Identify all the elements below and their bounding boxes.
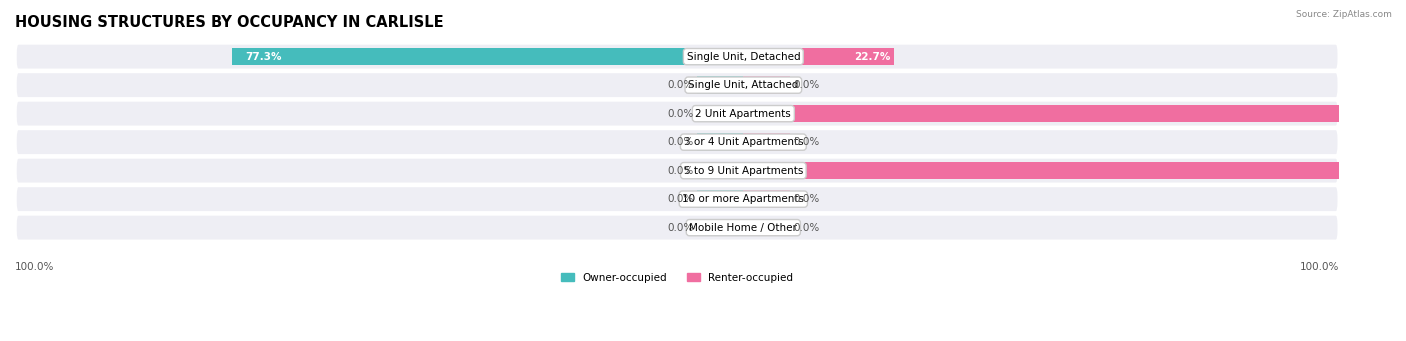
Bar bbox=[744, 162, 1406, 179]
Bar bbox=[744, 76, 790, 94]
Bar bbox=[697, 76, 744, 94]
Text: 0.0%: 0.0% bbox=[668, 80, 693, 90]
Text: Single Unit, Attached: Single Unit, Attached bbox=[688, 80, 799, 90]
FancyBboxPatch shape bbox=[15, 186, 1340, 213]
Bar bbox=[744, 190, 790, 208]
Text: 100.0%: 100.0% bbox=[1301, 262, 1340, 272]
Bar bbox=[697, 162, 744, 179]
Text: 22.7%: 22.7% bbox=[853, 51, 890, 62]
FancyBboxPatch shape bbox=[15, 129, 1340, 156]
Bar bbox=[697, 133, 744, 151]
Text: 0.0%: 0.0% bbox=[668, 137, 693, 147]
Text: 100.0%: 100.0% bbox=[15, 262, 55, 272]
Legend: Owner-occupied, Renter-occupied: Owner-occupied, Renter-occupied bbox=[557, 268, 797, 287]
Bar bbox=[744, 133, 790, 151]
Text: 0.0%: 0.0% bbox=[668, 194, 693, 204]
Text: Source: ZipAtlas.com: Source: ZipAtlas.com bbox=[1296, 10, 1392, 19]
Text: Mobile Home / Other: Mobile Home / Other bbox=[689, 223, 797, 233]
Text: 0.0%: 0.0% bbox=[793, 80, 820, 90]
Text: 0.0%: 0.0% bbox=[793, 137, 820, 147]
Bar bbox=[697, 190, 744, 208]
Text: 100.0%: 100.0% bbox=[1358, 166, 1402, 176]
Text: 0.0%: 0.0% bbox=[793, 194, 820, 204]
Text: 0.0%: 0.0% bbox=[668, 166, 693, 176]
Bar bbox=[744, 48, 894, 65]
Text: 0.0%: 0.0% bbox=[793, 223, 820, 233]
Text: 3 or 4 Unit Apartments: 3 or 4 Unit Apartments bbox=[683, 137, 803, 147]
Bar bbox=[744, 105, 1406, 122]
Text: 100.0%: 100.0% bbox=[1358, 109, 1402, 119]
Text: 2 Unit Apartments: 2 Unit Apartments bbox=[696, 109, 792, 119]
Text: 5 to 9 Unit Apartments: 5 to 9 Unit Apartments bbox=[683, 166, 803, 176]
Text: 77.3%: 77.3% bbox=[245, 51, 281, 62]
FancyBboxPatch shape bbox=[15, 157, 1340, 184]
Text: Single Unit, Detached: Single Unit, Detached bbox=[686, 51, 800, 62]
Text: 10 or more Apartments: 10 or more Apartments bbox=[682, 194, 804, 204]
Bar bbox=[697, 105, 744, 122]
FancyBboxPatch shape bbox=[15, 72, 1340, 99]
Text: 0.0%: 0.0% bbox=[668, 109, 693, 119]
FancyBboxPatch shape bbox=[15, 43, 1340, 70]
Bar bbox=[744, 219, 790, 236]
FancyBboxPatch shape bbox=[15, 214, 1340, 241]
Bar bbox=[232, 48, 744, 65]
Text: HOUSING STRUCTURES BY OCCUPANCY IN CARLISLE: HOUSING STRUCTURES BY OCCUPANCY IN CARLI… bbox=[15, 15, 444, 30]
Text: 0.0%: 0.0% bbox=[668, 223, 693, 233]
Bar bbox=[697, 219, 744, 236]
FancyBboxPatch shape bbox=[15, 100, 1340, 127]
